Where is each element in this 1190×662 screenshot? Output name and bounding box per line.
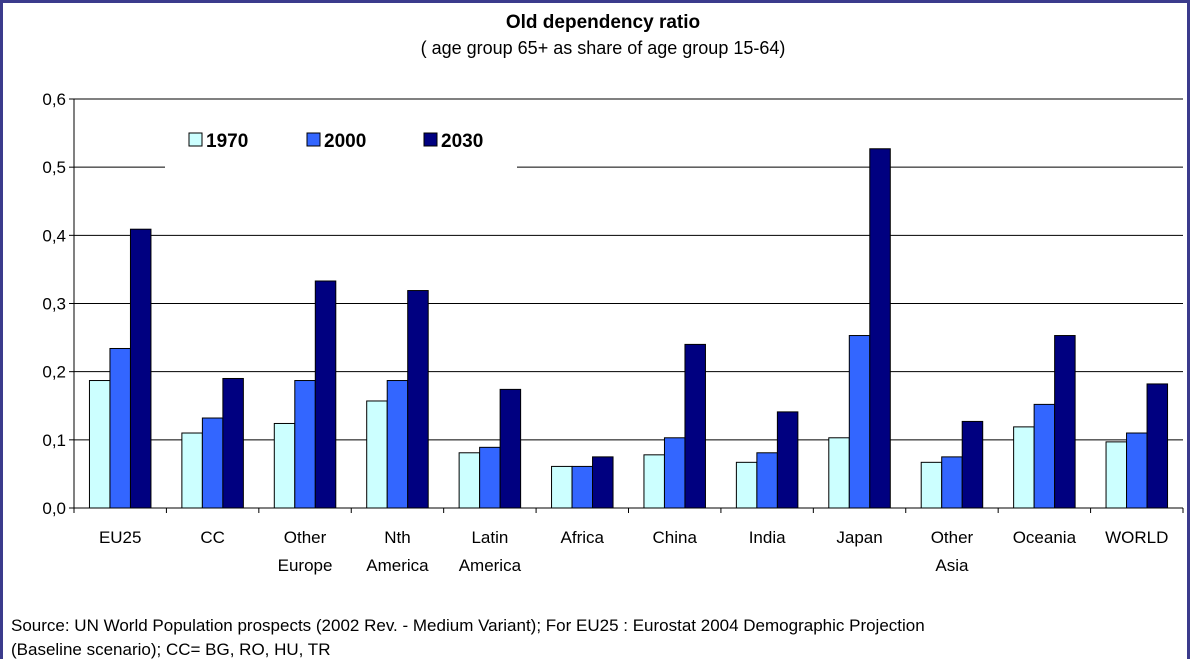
y-axis: 0,0 0,1 0,2 0,3 0,4 0,5 0,6: [42, 90, 75, 518]
bar-2030: [222, 377, 244, 509]
bar-2030: [776, 411, 799, 509]
x-tick-label: Latin: [471, 528, 508, 547]
x-tick-label: India: [749, 528, 786, 547]
bar-2000: [1126, 432, 1148, 509]
chart-title: Old dependency ratio: [506, 12, 700, 33]
x-tick-label: Africa: [561, 528, 605, 547]
x-tick-label: China: [652, 528, 697, 547]
legend-background: [165, 125, 517, 185]
bar-2030: [1054, 335, 1076, 509]
x-axis: EU25 CC Other Europe Nth America Latin America A…: [73, 507, 1184, 575]
y-tick-label: 0,3: [42, 295, 66, 314]
chart-subtitle: ( age group 65+ as share of age group 15…: [421, 38, 786, 58]
x-tick-label: Oceania: [1013, 528, 1077, 547]
y-tick-label: 0,4: [42, 226, 66, 245]
x-tick-label: EU25: [99, 528, 142, 547]
y-tick-label: 0,5: [42, 158, 66, 177]
source-footnote: Source: UN World Population prospects (2…: [11, 614, 1181, 662]
gridlines: [74, 98, 1183, 441]
bar-1970: [920, 461, 943, 509]
bar-2000: [1033, 403, 1056, 509]
x-tick-label: CC: [200, 528, 225, 547]
legend-swatch-2030: [423, 132, 438, 147]
bar-2000: [941, 456, 963, 509]
x-tick-label: Other: [931, 528, 974, 547]
bar-1970: [1105, 441, 1128, 509]
bar-1970: [366, 400, 388, 509]
legend-swatch-2000: [306, 132, 321, 147]
bar-2030: [684, 343, 706, 509]
y-tick-label: 0,1: [42, 431, 66, 450]
x-tick-label: Other: [284, 528, 327, 547]
x-tick-label: Asia: [935, 556, 969, 575]
x-tick-label: Europe: [278, 556, 333, 575]
bar-1970: [735, 461, 758, 509]
bar-1970: [828, 437, 850, 509]
bar-2030: [869, 148, 891, 509]
bar-2000: [571, 465, 594, 509]
bar-1970: [643, 454, 665, 509]
legend: 1970 2000 2030: [165, 125, 517, 185]
bar-1970: [551, 465, 573, 509]
footnote-line-1: Source: UN World Population prospects (2…: [11, 616, 925, 635]
bar-2030: [1146, 383, 1169, 509]
bars: [88, 148, 1169, 509]
bar-1970: [88, 380, 111, 509]
bar-2000: [663, 437, 686, 509]
bar-2030: [314, 280, 337, 509]
legend-swatch-1970: [188, 132, 203, 147]
bar-2000: [848, 335, 871, 509]
bar-1970: [458, 452, 481, 509]
x-tick-label: Japan: [836, 528, 882, 547]
bar-1970: [1013, 426, 1035, 509]
bar-2030: [961, 420, 984, 509]
x-tick-label: WORLD: [1105, 528, 1168, 547]
bar-1970: [273, 422, 296, 509]
legend-label-2000: 2000: [324, 131, 366, 152]
bar-1970: [181, 432, 203, 509]
bar-2000: [109, 347, 131, 509]
bar-2000: [294, 380, 316, 509]
legend-label-2030: 2030: [441, 131, 483, 152]
y-tick-label: 0,6: [42, 90, 66, 109]
bar-2000: [479, 446, 501, 509]
bar-2030: [499, 388, 522, 509]
x-tick-label: America: [459, 556, 522, 575]
x-tick-label: Nth: [384, 528, 410, 547]
bar-2000: [201, 417, 224, 509]
y-tick-label: 0,2: [42, 363, 66, 382]
footnote-line-2: (Baseline scenario); CC= BG, RO, HU, TR: [11, 640, 331, 659]
bar-chart: Old dependency ratio ( age group 65+ as …: [42, 12, 1184, 575]
bar-2030: [407, 290, 429, 509]
bar-2000: [386, 380, 409, 509]
legend-label-1970: 1970: [206, 131, 248, 152]
bar-2000: [756, 452, 778, 509]
bar-2030: [592, 456, 614, 509]
x-tick-label: America: [366, 556, 429, 575]
y-tick-label: 0,0: [42, 499, 66, 518]
bar-2030: [129, 228, 152, 509]
